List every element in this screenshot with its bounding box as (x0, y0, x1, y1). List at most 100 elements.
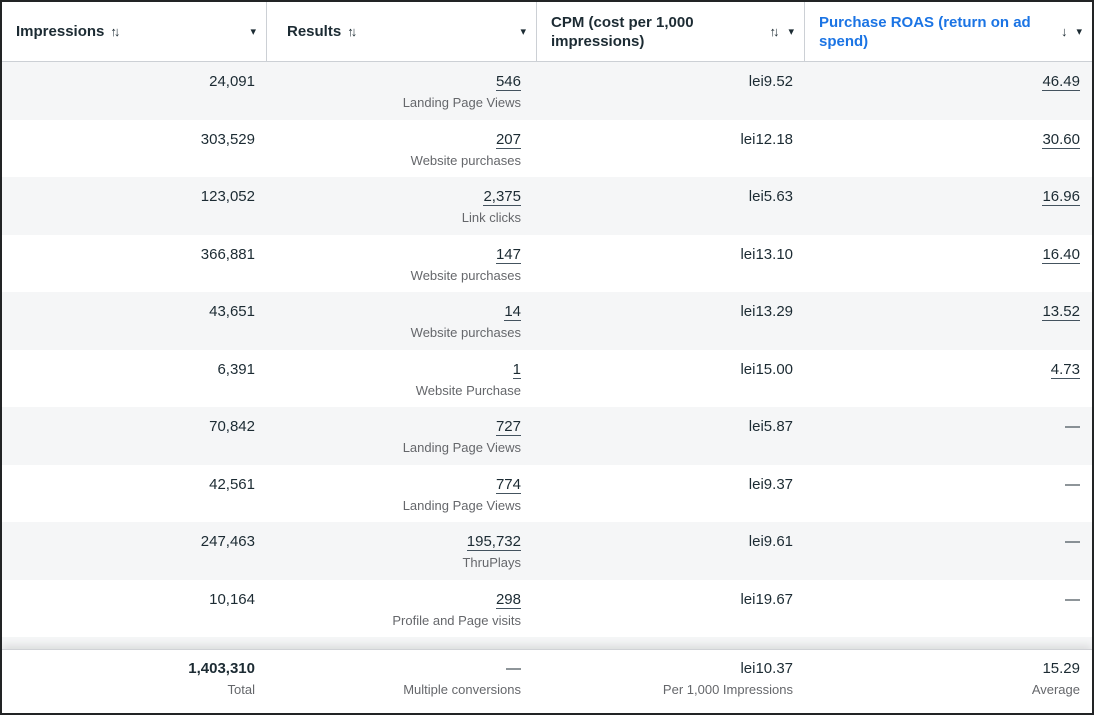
roas-value[interactable]: 4.73 (1050, 360, 1080, 379)
results-cell: 207 Website purchases (267, 120, 537, 178)
roas-value[interactable]: 30.60 (1042, 130, 1080, 149)
cpm-value: lei13.10 (740, 245, 793, 263)
column-header-impressions[interactable]: Impressions ↑↓ ▾ (2, 2, 267, 61)
impressions-cell: 42,561 (2, 465, 267, 523)
results-value[interactable]: 774 (495, 475, 521, 494)
results-cell: 298 Profile and Page visits (267, 580, 537, 638)
cpm-cell: lei9.61 (537, 522, 805, 580)
impressions-cell: 70,842 (2, 407, 267, 465)
table-row[interactable]: 24,091 546 Landing Page Views lei9.52 46… (2, 62, 1092, 120)
results-value[interactable]: 546 (495, 73, 521, 91)
footer-results-cell: — Multiple conversions (267, 650, 537, 713)
results-cell: 147 Website purchases (267, 235, 537, 293)
impressions-value: 366,881 (200, 245, 255, 263)
roas-cell: — (805, 580, 1092, 638)
results-cell: 727 Landing Page Views (267, 407, 537, 465)
impressions-cell: 6,391 (2, 350, 267, 408)
impressions-value: 42,561 (209, 475, 255, 493)
sort-arrows-icon[interactable]: ↑↓ (110, 24, 120, 39)
cpm-value: lei13.29 (740, 303, 793, 320)
cpm-value: lei9.61 (748, 533, 793, 550)
cpm-total-value: lei10.37 (740, 660, 793, 677)
table-row[interactable]: 42,561 774 Landing Page Views lei9.37 — (2, 465, 1092, 523)
results-cell: 546 Landing Page Views (267, 62, 537, 120)
roas-value: — (1065, 590, 1080, 608)
cpm-value: lei9.52 (748, 73, 793, 90)
results-value[interactable]: 207 (495, 130, 521, 149)
column-label-impressions: Impressions (16, 23, 105, 40)
results-cell: 2,375 Link clicks (267, 177, 537, 235)
table-row[interactable]: 70,842 727 Landing Page Views lei5.87 — (2, 407, 1092, 465)
results-cell: 774 Landing Page Views (267, 465, 537, 523)
impressions-value: 6,391 (217, 360, 255, 378)
result-type-label: Website Purchase (415, 382, 521, 398)
impressions-cell: 10,164 (2, 580, 267, 638)
sort-descending-icon[interactable]: ↓ (1060, 24, 1067, 39)
cpm-cell: lei9.52 (537, 62, 805, 120)
column-header-results[interactable]: Results ↑↓ ▾ (267, 2, 537, 61)
table-row[interactable]: 10,164 298 Profile and Page visits lei19… (2, 580, 1092, 638)
impressions-value: 247,463 (200, 533, 255, 550)
results-total-label: Multiple conversions (403, 682, 521, 697)
impressions-value: 10,164 (209, 590, 255, 608)
results-cell: 1 Website Purchase (267, 350, 537, 408)
footer-impressions-cell: 1,403,310 Total (2, 650, 267, 713)
results-cell: 195,732 ThruPlays (267, 522, 537, 580)
chevron-down-icon[interactable]: ▾ (1076, 26, 1082, 38)
table-body: 24,091 546 Landing Page Views lei9.52 46… (2, 62, 1092, 649)
result-type-label: Link clicks (461, 210, 521, 225)
result-type-label: Website purchases (410, 325, 521, 340)
cpm-cell: lei13.29 (537, 292, 805, 350)
result-type-label: Landing Page Views (402, 95, 521, 110)
table-footer-totals: 1,403,310 Total — Multiple conversions l… (2, 649, 1092, 713)
roas-cell: 16.40 (805, 235, 1092, 293)
table-row[interactable]: 303,529 207 Website purchases lei12.18 3… (2, 120, 1092, 178)
roas-cell: — (805, 407, 1092, 465)
roas-value[interactable]: 16.40 (1042, 245, 1080, 264)
cpm-cell: lei15.00 (537, 350, 805, 408)
table-row[interactable]: 6,391 1 Website Purchase lei15.00 4.73 (2, 350, 1092, 408)
footer-cpm-cell: lei10.37 Per 1,000 Impressions (537, 650, 805, 713)
column-label-cpm: CPM (cost per 1,000 impressions) (551, 13, 694, 50)
results-value[interactable]: 1 (512, 360, 521, 379)
results-value[interactable]: 147 (495, 245, 521, 264)
impressions-cell: 303,529 (2, 120, 267, 178)
chevron-down-icon[interactable]: ▾ (788, 26, 794, 38)
sort-arrows-icon[interactable]: ↑↓ (347, 24, 357, 39)
impressions-value: 123,052 (200, 188, 255, 205)
result-type-label: Website purchases (410, 267, 521, 283)
cpm-cell: lei5.87 (537, 407, 805, 465)
results-value[interactable]: 298 (495, 590, 521, 609)
results-value[interactable]: 727 (495, 418, 521, 436)
chevron-down-icon[interactable]: ▾ (250, 26, 256, 38)
table-row[interactable]: 43,651 14 Website purchases lei13.29 13.… (2, 292, 1092, 350)
sort-arrows-icon[interactable]: ↑↓ (769, 24, 779, 39)
cpm-value: lei9.37 (748, 475, 793, 493)
roas-cell: 46.49 (805, 62, 1092, 120)
roas-value[interactable]: 46.49 (1042, 73, 1080, 91)
results-value[interactable]: 14 (504, 303, 521, 321)
cpm-cell: lei19.67 (537, 580, 805, 638)
column-header-purchase-roas[interactable]: Purchase ROAS (return on ad spend) ↓ ▾ (805, 2, 1092, 61)
roas-cell: — (805, 522, 1092, 580)
footer-roas-cell: 15.29 Average (805, 650, 1092, 713)
chevron-down-icon[interactable]: ▾ (520, 26, 526, 38)
cpm-value: lei19.67 (740, 590, 793, 608)
impressions-value: 43,651 (209, 303, 255, 320)
column-header-cpm[interactable]: CPM (cost per 1,000 impressions) ↑↓ ▾ (537, 2, 805, 61)
results-value[interactable]: 2,375 (483, 188, 521, 206)
cpm-value: lei15.00 (740, 360, 793, 378)
impressions-value: 70,842 (209, 418, 255, 435)
roas-value: — (1065, 533, 1080, 550)
results-value[interactable]: 195,732 (466, 533, 521, 551)
impressions-cell: 366,881 (2, 235, 267, 293)
partially-scrolled-row (2, 637, 1092, 649)
table-row[interactable]: 366,881 147 Website purchases lei13.10 1… (2, 235, 1092, 293)
roas-value[interactable]: 13.52 (1042, 303, 1080, 321)
cpm-cell: lei13.10 (537, 235, 805, 293)
roas-cell: 4.73 (805, 350, 1092, 408)
table-row[interactable]: 247,463 195,732 ThruPlays lei9.61 — (2, 522, 1092, 580)
roas-value[interactable]: 16.96 (1042, 188, 1080, 206)
table-row[interactable]: 123,052 2,375 Link clicks lei5.63 16.96 (2, 177, 1092, 235)
